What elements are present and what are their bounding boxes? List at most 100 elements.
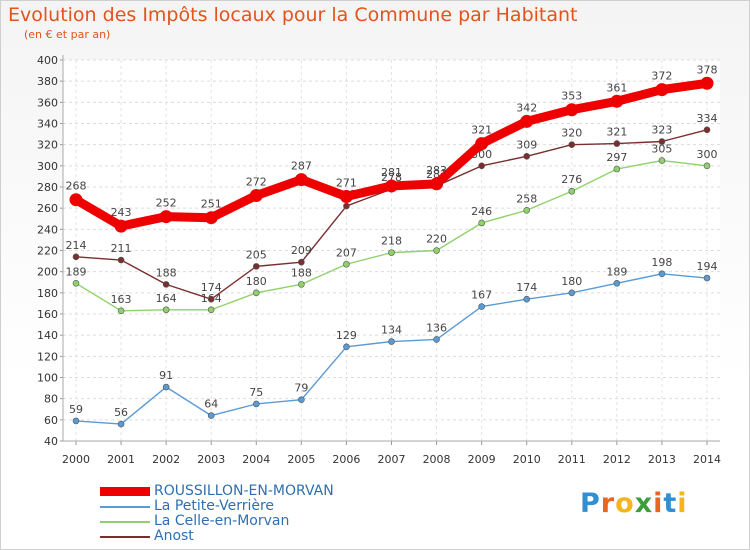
data-label-la-celle-en-morvan: 189: [66, 265, 87, 278]
x-tick-label: 2003: [197, 453, 225, 466]
legend-label-anost: Anost: [154, 528, 194, 544]
y-tick-label: 300: [37, 160, 58, 173]
y-tick-label: 200: [37, 266, 58, 279]
data-label-roussillon-en-morvan: 321: [471, 124, 492, 137]
y-tick-label: 60: [44, 414, 58, 427]
y-tick-label: 360: [37, 96, 58, 109]
logo-letter: o: [615, 488, 635, 519]
data-point-la-petite-verriere: [613, 280, 621, 287]
data-point-la-celle-en-morvan: [703, 162, 711, 170]
data-point-roussillon-en-morvan: [114, 219, 128, 233]
data-point-la-petite-verriere: [252, 400, 260, 408]
data-point-la-celle-en-morvan: [478, 219, 485, 227]
data-label-anost: 211: [111, 242, 132, 255]
data-point-la-celle-en-morvan: [523, 206, 531, 214]
data-label-la-petite-verriere: 79: [294, 382, 308, 395]
data-label-la-celle-en-morvan: 163: [111, 293, 132, 306]
data-label-roussillon-en-morvan: 342: [516, 101, 537, 114]
data-label-anost: 209: [291, 244, 312, 257]
logo-letter: x: [634, 488, 654, 519]
data-label-la-petite-verriere: 194: [697, 260, 718, 273]
data-point-anost: [298, 258, 305, 266]
y-tick-label: 80: [44, 393, 58, 406]
x-tick-label: 2004: [242, 453, 270, 466]
y-tick-label: 40: [44, 435, 58, 448]
x-tick-label: 2009: [468, 453, 496, 466]
data-label-anost: 174: [201, 281, 222, 294]
data-label-la-celle-en-morvan: 305: [651, 143, 672, 156]
logo-letter: r: [600, 488, 616, 519]
data-label-anost: 334: [697, 112, 718, 125]
data-point-la-celle-en-morvan: [298, 281, 305, 288]
data-point-la-celle-en-morvan: [388, 249, 395, 256]
data-point-anost: [478, 162, 485, 170]
chart-subtitle: (en € et par an): [24, 28, 111, 41]
data-label-la-petite-verriere: 136: [426, 321, 447, 334]
logo-letter: i: [653, 488, 664, 519]
data-point-roussillon-en-morvan: [475, 137, 489, 151]
y-tick-label: 100: [37, 372, 58, 385]
data-label-la-celle-en-morvan: 276: [561, 173, 582, 186]
data-point-roussillon-en-morvan: [69, 193, 83, 207]
data-label-la-celle-en-morvan: 164: [156, 292, 177, 305]
data-point-la-petite-verriere: [117, 420, 125, 428]
data-point-la-celle-en-morvan: [207, 306, 215, 314]
x-tick-label: 2008: [423, 453, 451, 466]
data-point-roussillon-en-morvan: [610, 94, 624, 108]
legend-label-la-celle-en-morvan: La Celle-en-Morvan: [154, 513, 290, 529]
legend-swatch-anost: [100, 536, 150, 538]
data-label-roussillon-en-morvan: 353: [561, 90, 582, 103]
data-label-la-petite-verriere: 167: [471, 289, 492, 302]
data-label-roussillon-en-morvan: 251: [201, 198, 222, 211]
logo-letter: P: [580, 488, 601, 519]
data-label-la-petite-verriere: 59: [69, 403, 83, 416]
data-label-la-celle-en-morvan: 297: [606, 151, 627, 164]
data-point-la-petite-verriere: [343, 343, 350, 351]
logo-letter: t: [663, 488, 678, 519]
data-point-roussillon-en-morvan: [520, 114, 534, 128]
data-label-roussillon-en-morvan: 361: [606, 81, 627, 94]
data-label-anost: 320: [561, 127, 582, 140]
data-label-anost: 321: [606, 126, 627, 139]
data-label-la-celle-en-morvan: 258: [516, 192, 537, 205]
data-label-la-petite-verriere: 134: [381, 324, 402, 337]
data-label-roussillon-en-morvan: 271: [336, 177, 357, 190]
data-point-la-celle-en-morvan: [252, 289, 260, 297]
data-point-la-celle-en-morvan: [568, 187, 576, 195]
data-label-la-petite-verriere: 189: [606, 265, 627, 278]
chart-title: Evolution des Impôts locaux pour la Comm…: [8, 4, 578, 26]
data-point-la-petite-verriere: [388, 338, 395, 345]
data-point-la-celle-en-morvan: [433, 247, 440, 254]
data-label-roussillon-en-morvan: 283: [426, 164, 447, 177]
data-label-la-petite-verriere: 180: [561, 275, 582, 288]
x-tick-label: 2002: [152, 453, 180, 466]
data-point-anost: [207, 295, 215, 303]
data-label-roussillon-en-morvan: 372: [651, 70, 672, 83]
data-point-anost: [252, 263, 260, 270]
y-tick-label: 380: [37, 75, 58, 88]
data-label-roussillon-en-morvan: 378: [697, 63, 718, 76]
x-tick-label: 2013: [648, 453, 676, 466]
data-label-anost: 323: [651, 123, 672, 136]
data-label-roussillon-en-morvan: 252: [156, 197, 177, 210]
data-label-la-celle-en-morvan: 220: [426, 233, 447, 246]
data-point-roussillon-en-morvan: [565, 103, 579, 117]
data-label-anost: 205: [246, 248, 267, 261]
data-point-la-celle-en-morvan: [613, 165, 621, 173]
data-point-anost: [162, 281, 170, 288]
x-tick-label: 2005: [287, 453, 315, 466]
data-point-anost: [343, 202, 350, 210]
data-point-roussillon-en-morvan: [249, 188, 263, 202]
data-label-la-celle-en-morvan: 300: [697, 148, 718, 161]
data-point-roussillon-en-morvan: [655, 83, 669, 97]
y-tick-label: 180: [37, 287, 58, 300]
x-tick-label: 2001: [107, 453, 135, 466]
data-point-roussillon-en-morvan: [430, 177, 444, 191]
data-point-anost: [658, 138, 666, 145]
data-label-la-celle-en-morvan: 180: [246, 275, 267, 288]
data-point-anost: [568, 141, 576, 148]
data-label-roussillon-en-morvan: 268: [66, 180, 87, 193]
y-tick-label: 260: [37, 202, 58, 215]
legend-swatch-la-petite-verriere: [100, 506, 150, 508]
data-point-la-celle-en-morvan: [117, 307, 125, 315]
